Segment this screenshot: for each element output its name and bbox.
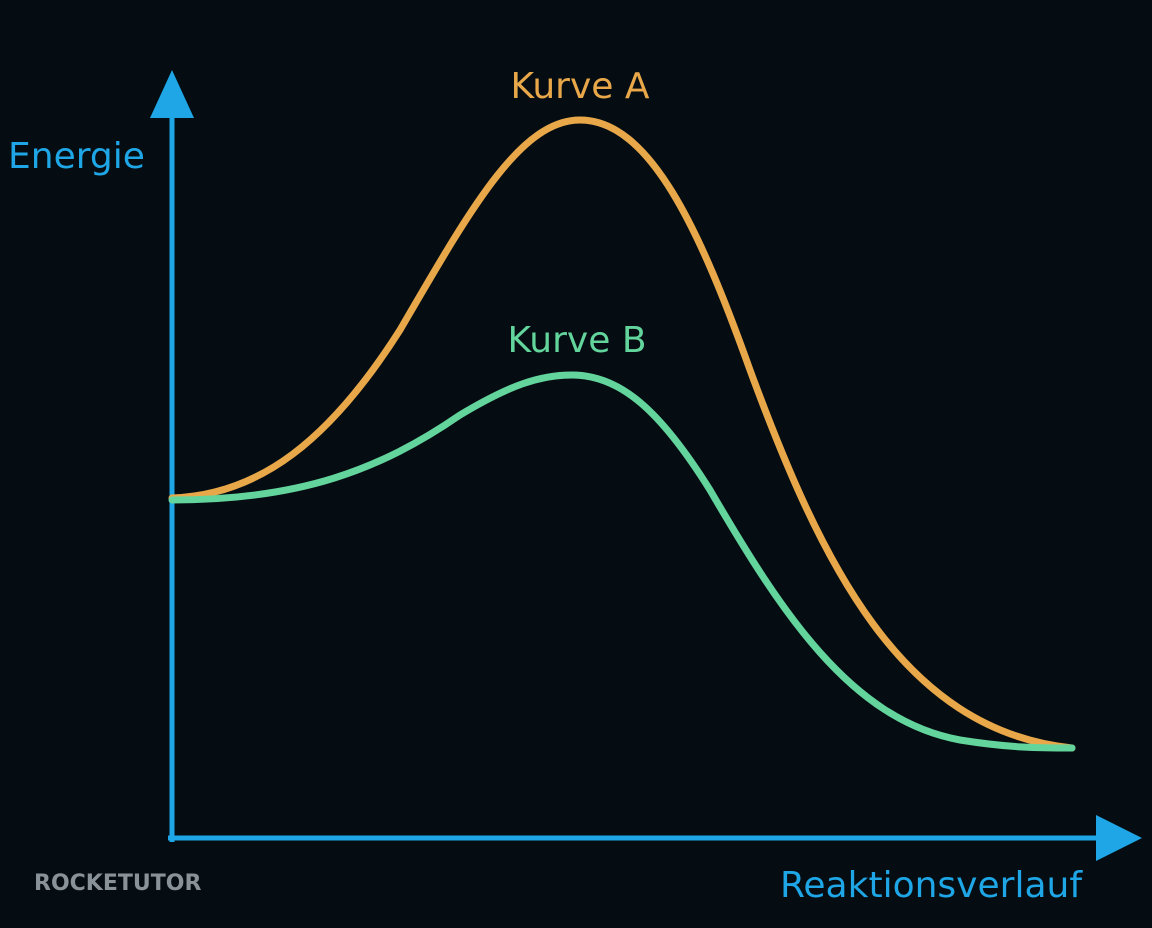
curve-a — [168, 116, 1076, 752]
curve-a-label: Kurve A — [511, 66, 650, 107]
curve-b — [168, 371, 1076, 752]
x-axis-arrow — [1096, 815, 1142, 861]
watermark: ROCKETUTOR — [34, 871, 201, 896]
curve-b-label: Kurve B — [507, 320, 646, 361]
x-axis-label: Reaktionsverlauf — [780, 865, 1083, 906]
y-axis-arrow — [150, 70, 194, 118]
y-axis-label: Energie — [8, 136, 145, 177]
